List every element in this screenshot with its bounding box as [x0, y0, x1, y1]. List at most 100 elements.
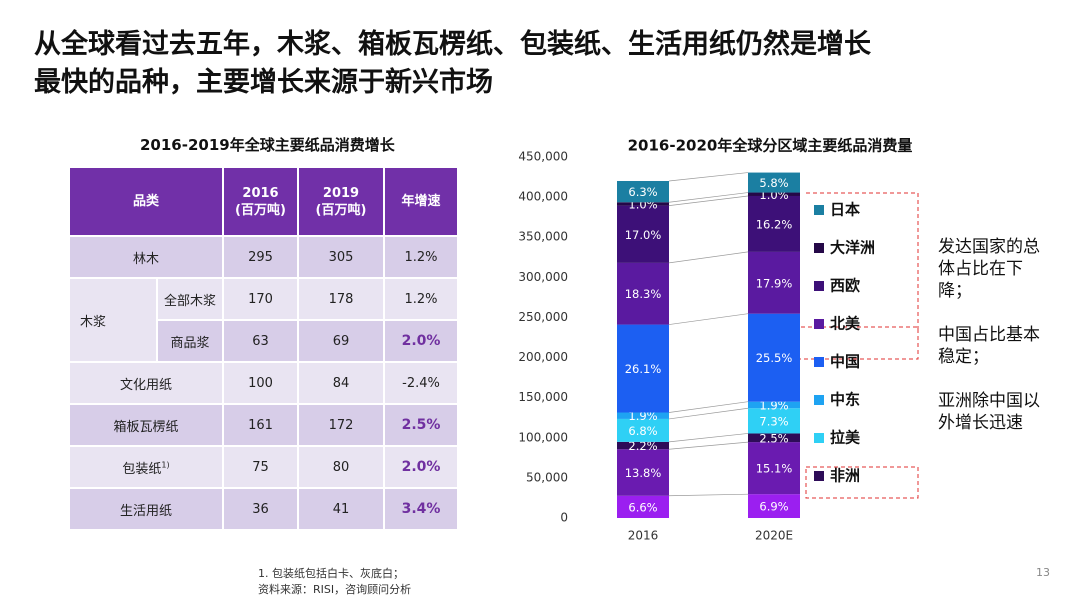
footnote-line: 1. 包装纸包括白卡、灰底白；: [258, 567, 404, 580]
cell: 林木: [68, 235, 224, 279]
segment-label: 6.8%: [628, 424, 657, 438]
cell: 商品浆: [156, 319, 224, 363]
bar-segment: [617, 412, 669, 419]
bar-segment: [748, 172, 800, 193]
highlight-box: [805, 466, 919, 499]
bar-segment: [617, 262, 669, 325]
segment-label: 7.3%: [759, 414, 788, 428]
cell: 生活用纸: [68, 487, 224, 531]
header-text: 2016: [242, 185, 279, 201]
legend-swatch: [814, 243, 824, 253]
legend-swatch: [814, 281, 824, 291]
segment-label: 17.9%: [756, 276, 793, 290]
page-number: 13: [1036, 566, 1050, 579]
y-tick-label: 50,000: [526, 470, 568, 484]
bar-segment: [617, 180, 669, 203]
connector: [668, 433, 749, 443]
legend-label: 拉美: [830, 429, 861, 447]
cell: 161: [222, 403, 299, 447]
bar-segment: [617, 441, 669, 450]
bar-segment: [617, 202, 669, 206]
cell: 木浆: [68, 277, 158, 363]
slide-title: 从全球看过去五年，木浆、箱板瓦楞纸、包装纸、生活用纸仍然是增长: [34, 29, 871, 60]
segment-label: 2.5%: [759, 431, 788, 445]
y-tick-label: 400,000: [518, 190, 568, 204]
bar-segment: [617, 495, 669, 518]
y-tick-label: 450,000: [518, 150, 568, 164]
y-tick-label: 350,000: [518, 230, 568, 244]
segment-label: 6.6%: [628, 500, 657, 514]
legend-swatch: [814, 205, 824, 215]
cell: 295: [222, 235, 299, 279]
cell: 100: [222, 361, 299, 405]
bar-segment: [617, 205, 669, 263]
cell: 75: [222, 445, 299, 489]
bar-segment: [617, 324, 669, 413]
bar-segment: [748, 494, 800, 518]
bar-segment: [748, 313, 800, 402]
cell: 69: [297, 319, 385, 363]
bar-segment: [748, 442, 800, 495]
legend-label: 大洋洲: [830, 239, 875, 257]
cell: 178: [297, 277, 385, 321]
bar-segment: [617, 418, 669, 442]
segment-label: 18.3%: [625, 287, 662, 301]
connector: [668, 313, 749, 325]
x-tick-label: 2016: [628, 529, 659, 543]
note: 中国占比基本稳定；: [938, 325, 1040, 367]
legend-swatch: [814, 357, 824, 367]
legend-swatch: [814, 433, 824, 443]
cell: 36: [222, 487, 299, 531]
cell: 80: [297, 445, 385, 489]
highlight-box: [806, 192, 919, 333]
segment-label: 1.9%: [759, 398, 788, 412]
cell: 170: [222, 277, 299, 321]
segment-label: 1.9%: [628, 409, 657, 423]
bar-segment: [617, 449, 669, 496]
legend-swatch: [814, 395, 824, 405]
cell: 172: [297, 403, 385, 447]
segment-label: 6.3%: [628, 185, 657, 199]
y-tick-label: 300,000: [518, 270, 568, 284]
segment-label: 5.8%: [759, 176, 788, 190]
cell: 箱板瓦楞纸: [68, 403, 224, 447]
footnote: 1. 包装纸包括白卡、灰底白； 资料来源：RISI，咨询顾问分析: [258, 566, 411, 598]
legend-label: 中国: [830, 353, 860, 371]
segment-label: 25.5%: [756, 351, 793, 365]
segment-label: 17.0%: [625, 228, 662, 242]
note: 发达国家的总体占比在下降；: [938, 237, 1040, 301]
connector: [668, 251, 749, 264]
x-tick-label: 2020E: [755, 529, 793, 543]
cell: -2.4%: [383, 361, 459, 405]
legend-label: 北美: [830, 315, 861, 333]
segment-label: 16.2%: [756, 217, 793, 231]
segment-label: 6.9%: [759, 500, 788, 514]
cell: 1.2%: [383, 235, 459, 279]
header-text: (百万吨): [235, 202, 286, 218]
connector: [668, 401, 749, 413]
cell: 全部木浆: [156, 277, 224, 321]
legend-label: 中东: [830, 391, 860, 409]
legend-swatch: [814, 471, 824, 481]
y-tick-label: 250,000: [518, 310, 568, 324]
connector: [668, 407, 749, 420]
connector: [668, 195, 749, 206]
connector: [668, 172, 749, 182]
segment-label: 15.1%: [756, 462, 793, 476]
segment-label: 2.2%: [628, 439, 657, 453]
header-cell: 年增速: [383, 166, 459, 237]
table: 品类 2016 (百万吨) 2019 (百万吨) 年增速 林木 295 305 1.2% …: [68, 166, 459, 531]
chart-title: 2016-2020年全球分区域主要纸品消费量: [628, 137, 913, 155]
table-title: 2016-2019年全球主要纸品消费增长: [140, 136, 395, 154]
cell: 2.0%: [383, 445, 459, 489]
cell: 3.4%: [383, 487, 459, 531]
bar-segment: [748, 192, 800, 196]
segment-label: 13.8%: [625, 466, 662, 480]
segment-label: 26.1%: [625, 362, 662, 376]
header-cell: 品类: [68, 166, 224, 237]
y-tick-label: 100,000: [518, 430, 568, 444]
cell: 2.5%: [383, 403, 459, 447]
legend-label: 非洲: [830, 467, 860, 485]
